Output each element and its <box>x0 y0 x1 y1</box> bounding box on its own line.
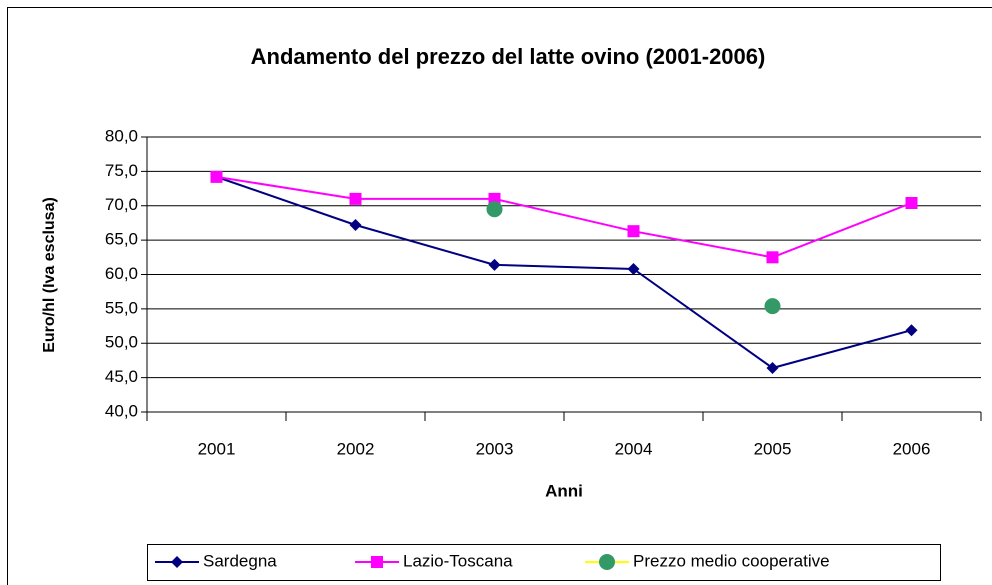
marker <box>349 192 362 205</box>
x-tick-label: 2004 <box>615 439 653 458</box>
series-line <box>216 175 912 370</box>
y-axis-title: Euro/hl (Iva esclusa) <box>41 197 58 353</box>
y-tick-label: 80,0 <box>105 126 138 145</box>
marker <box>905 197 918 209</box>
marker <box>599 554 615 570</box>
y-tick-label: 55,0 <box>105 298 138 317</box>
chart-frame <box>7 7 992 585</box>
marker <box>627 225 640 238</box>
marker <box>349 219 362 231</box>
legend: Sardegna Lazio-Toscana Prezzo medio cooper… <box>147 544 941 581</box>
y-tick-label: 60,0 <box>105 264 138 283</box>
legend-label: Prezzo medio cooperative <box>633 551 830 570</box>
marker <box>488 258 501 271</box>
y-tick-label: 45,0 <box>105 367 138 386</box>
y-tick-label: 70,0 <box>105 195 138 214</box>
legend-box <box>147 544 941 581</box>
y-tick-label: 50,0 <box>105 333 138 352</box>
x-tick-label: 2001 <box>198 439 236 458</box>
chart-title: Andamento del prezzo del latte ovino (20… <box>251 44 766 69</box>
marker <box>210 170 223 183</box>
marker <box>905 324 918 337</box>
marker <box>766 362 779 374</box>
y-tick-label: 65,0 <box>105 230 138 249</box>
x-tick-label: 2002 <box>337 439 375 458</box>
x-tick-label: 2006 <box>893 439 931 458</box>
x-axis-title: Anni <box>545 481 583 500</box>
series-line <box>216 175 912 259</box>
y-tick-label: 40,0 <box>105 401 138 420</box>
x-tick-label: 2005 <box>754 439 792 458</box>
marker <box>764 298 781 315</box>
marker <box>627 263 640 275</box>
marker <box>371 556 383 568</box>
legend-label: Sardegna <box>203 551 277 570</box>
marker <box>486 201 503 218</box>
marker <box>171 556 183 568</box>
marker <box>766 251 779 264</box>
legend-label: Lazio-Toscana <box>403 551 513 570</box>
x-tick-label: 2003 <box>476 439 514 458</box>
y-tick-label: 75,0 <box>105 161 138 180</box>
